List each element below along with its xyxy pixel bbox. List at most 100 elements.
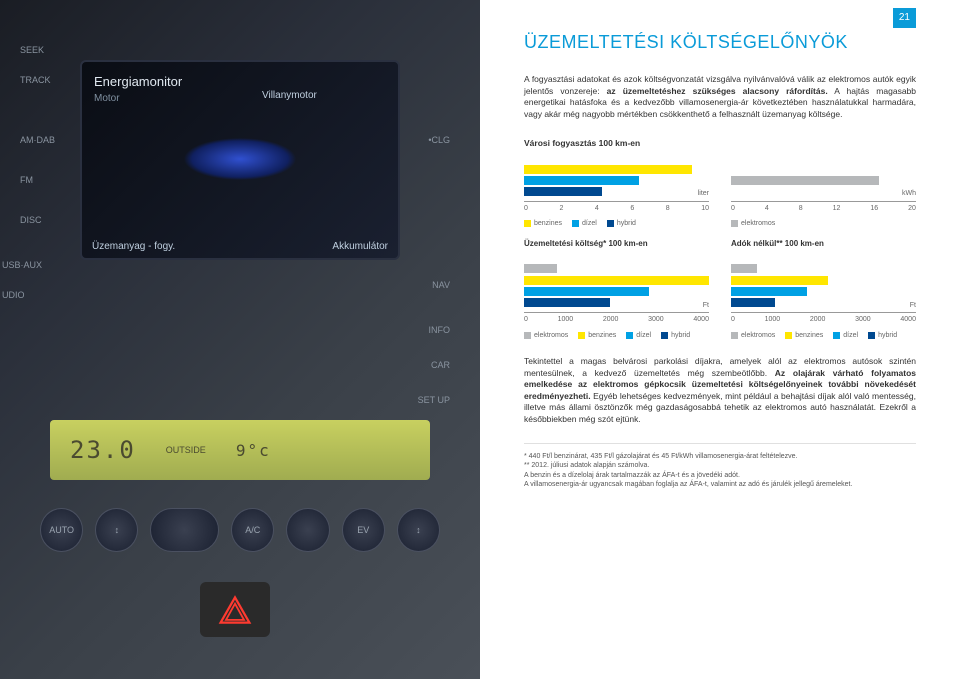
bar-dízel <box>731 287 916 296</box>
bar-dízel <box>524 287 709 296</box>
climate-ac-btn: A/C <box>231 508 274 552</box>
dash-btn-seek: SEEK <box>20 45 44 55</box>
hazard-button <box>200 582 270 637</box>
temp-left: 23.0 <box>70 436 136 464</box>
energy-monitor-screen: Energiamonitor Motor Villanymotor Üzeman… <box>80 60 400 260</box>
bar-elektromos <box>524 264 709 273</box>
legend-label: elektromos <box>741 331 775 340</box>
tick: 4 <box>595 204 599 213</box>
dash-btn-track: TRACK <box>20 75 51 85</box>
tick: 2 <box>559 204 563 213</box>
tick: 8 <box>666 204 670 213</box>
legend-label: benzines <box>588 331 616 340</box>
legend-item-benzines: benzines <box>524 219 562 228</box>
tick: 4000 <box>900 315 916 324</box>
tick: 4 <box>765 204 769 213</box>
tick: 4000 <box>693 315 709 324</box>
unit-liter: liter <box>698 189 709 198</box>
bar-elektromos <box>731 264 916 273</box>
conclusion-paragraph: Tekintettel a magas belvárosi parkolási … <box>524 356 916 425</box>
tick: 8 <box>799 204 803 213</box>
intro-paragraph: A fogyasztási adatokat és azok költségvo… <box>524 74 916 120</box>
legend-item-elektromos: elektromos <box>731 219 775 228</box>
legend-label: hybrid <box>878 331 897 340</box>
tick: 1000 <box>765 315 781 324</box>
legend-swatch <box>731 220 738 227</box>
climate-auto-btn: AUTO <box>40 508 83 552</box>
tick: 3000 <box>855 315 871 324</box>
liter-legend: benzines dízel hybrid <box>524 219 709 228</box>
dash-btn-usb: USB·AUX <box>2 260 42 270</box>
climate-defrost-btn <box>286 508 329 552</box>
footnotes: * 440 Ft/l benzinárat, 435 Ft/l gázolajá… <box>524 443 916 490</box>
legend-swatch <box>572 220 579 227</box>
legend-item-dízel: dízel <box>833 331 858 340</box>
tick: 0 <box>731 315 735 324</box>
bar-hybrid <box>524 298 709 307</box>
tick: 16 <box>870 204 878 213</box>
cost-chart-title-left: Üzemeltetési költség* 100 km-en <box>524 239 709 250</box>
legend-swatch <box>626 332 633 339</box>
label-engine: Villanymotor <box>262 90 317 101</box>
hazard-triangle-icon <box>217 592 253 628</box>
energy-flow-visual <box>150 114 330 204</box>
legend-swatch <box>524 332 531 339</box>
ft-axis-right: 01000200030004000 <box>731 315 916 324</box>
legend-swatch <box>833 332 840 339</box>
legend-swatch <box>785 332 792 339</box>
climate-mode-btn <box>150 508 219 552</box>
climate-ev-btn: EV <box>342 508 385 552</box>
tick: 0 <box>524 204 528 213</box>
bar-dízel <box>524 176 709 185</box>
tick: 6 <box>630 204 634 213</box>
dash-btn-car: CAR <box>431 360 450 370</box>
legend-item-dízel: dízel <box>572 219 597 228</box>
bar-hybrid <box>731 298 916 307</box>
kwh-axis: 048121620 <box>731 204 916 213</box>
ft-axis-left: 01000200030004000 <box>524 315 709 324</box>
tick: 2000 <box>603 315 619 324</box>
footnote-4: A villamosenergia-ár ugyancsak magában f… <box>524 480 916 489</box>
legend-item-elektromos: elektromos <box>731 331 775 340</box>
dash-btn-setup: SET UP <box>418 395 450 405</box>
document-page: 21 ÜZEMELTETÉSI KÖLTSÉGELŐNYÖK A fogyasz… <box>480 0 960 679</box>
footnote-1: * 440 Ft/l benzinárat, 435 Ft/l gázolajá… <box>524 452 916 461</box>
tick: 20 <box>908 204 916 213</box>
consumption-kwh-chart: kWh 048121620 elektromos <box>731 160 916 229</box>
legend-label: dízel <box>843 331 858 340</box>
tick: 12 <box>833 204 841 213</box>
cost-legend-left: elektromos benzines dízel hybrid <box>524 331 709 340</box>
tick: 1000 <box>558 315 574 324</box>
page-title: ÜZEMELTETÉSI KÖLTSÉGELŐNYÖK <box>524 30 916 54</box>
outside-label: OUTSIDE <box>166 445 206 455</box>
legend-swatch <box>607 220 614 227</box>
dash-btn-fm: FM <box>20 175 33 185</box>
bar-elektromos <box>731 176 916 185</box>
climate-lcd: 23.0 OUTSIDE 9°c <box>50 420 430 480</box>
tick: 0 <box>524 315 528 324</box>
climate-fan-btn: ↕ <box>397 508 440 552</box>
cost-chart-row: Ft 01000200030004000 elektromosbenzinesd… <box>524 259 916 340</box>
dash-btn-info: INFO <box>429 325 451 335</box>
dash-btn-amdab: AM·DAB <box>20 135 55 145</box>
unit-kwh: kWh <box>902 189 916 198</box>
bar-benzines <box>524 165 709 174</box>
screen-title: Energiamonitor <box>94 74 386 89</box>
tick: 10 <box>701 204 709 213</box>
legend-item-benzines: benzines <box>578 331 616 340</box>
legend-item-hybrid: hybrid <box>661 331 690 340</box>
legend-item-benzines: benzines <box>785 331 823 340</box>
legend-label: dízel <box>636 331 651 340</box>
legend-label: elektromos <box>534 331 568 340</box>
legend-label: hybrid <box>617 219 636 228</box>
footnote-2: ** 2012. júliusi adatok alapján számolva… <box>524 461 916 470</box>
cost-legend-right: elektromos benzines dízel hybrid <box>731 331 916 340</box>
liter-axis: 0 2 4 6 8 10 <box>524 204 709 213</box>
cost-chart-left: Ft 01000200030004000 elektromosbenzinesd… <box>524 259 709 340</box>
legend-label: benzines <box>534 219 562 228</box>
outside-temp: 9°c <box>236 441 271 460</box>
car-dashboard-photo: SEEK TRACK AM·DAB FM DISC USB·AUX UDIO •… <box>0 0 480 679</box>
kwh-legend: elektromos <box>731 219 916 228</box>
legend-item-hybrid: hybrid <box>607 219 636 228</box>
consumption-liter-chart: liter 0 2 4 6 8 10 benzines dízel hybrid <box>524 160 709 229</box>
